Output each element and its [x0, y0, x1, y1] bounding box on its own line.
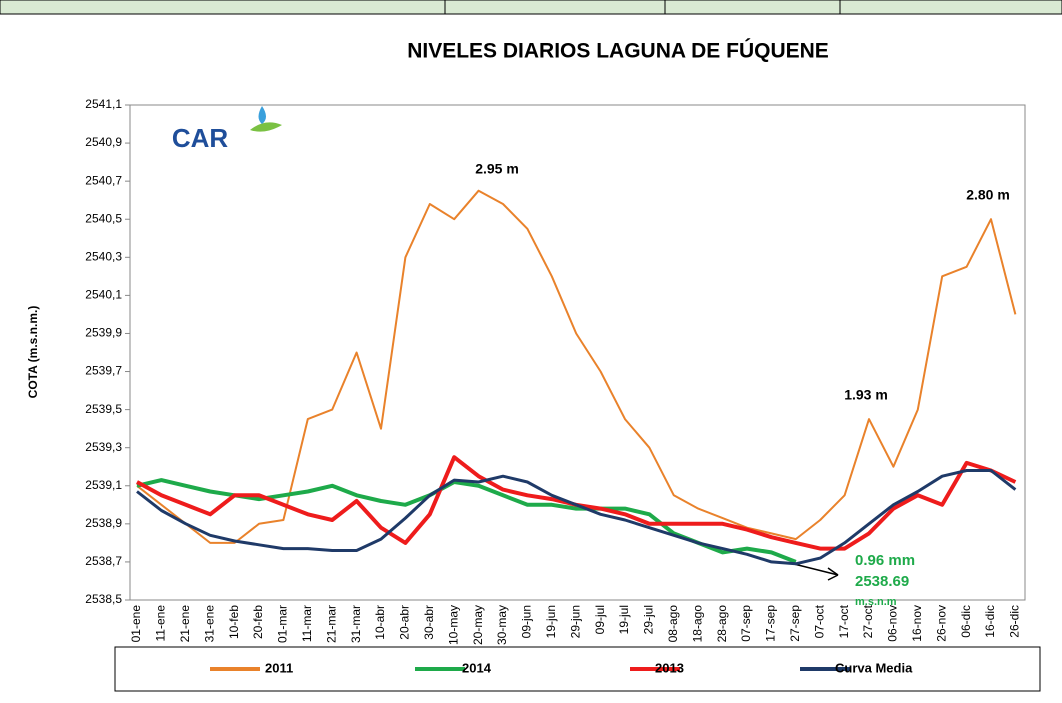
annotation: 1.93 m [844, 387, 888, 403]
x-tick-label: 31-mar [349, 605, 363, 643]
series-line [136, 189, 1017, 544]
x-tick-label: 27-oct [861, 604, 875, 638]
x-tick-label: 29-jun [568, 605, 582, 638]
y-tick-label: 2538,9 [85, 516, 122, 530]
series-line [136, 469, 1017, 566]
x-tick-label: 28-ago [715, 605, 729, 643]
x-tick-label: 20-abr [398, 605, 412, 640]
x-tick-label: 06-dic [959, 605, 973, 638]
chart-title: NIVELES DIARIOS LAGUNA DE FÚQUENE [407, 39, 829, 63]
annotation: 2.80 m [966, 187, 1010, 203]
x-tick-label: 26-nov [934, 605, 948, 642]
x-tick-label: 11-mar [300, 605, 314, 642]
x-tick-label: 16-dic [983, 605, 997, 638]
x-tick-label: 10-may [446, 605, 460, 645]
x-tick-label: 10-feb [227, 605, 241, 639]
annotation: 0.96 mm [855, 552, 915, 569]
legend-label: 2011 [265, 660, 293, 675]
series-line [136, 455, 1017, 551]
x-tick-label: 09-jun [520, 605, 534, 638]
x-tick-label: 11-ene [154, 605, 168, 642]
y-tick-label: 2540,3 [85, 249, 122, 263]
annotation: 2538.69 [855, 573, 909, 590]
x-tick-label: 27-sep [788, 605, 802, 642]
x-tick-label: 07-sep [739, 605, 753, 642]
y-tick-label: 2539,7 [85, 364, 122, 378]
logo: CAR [172, 123, 229, 153]
y-tick-label: 2540,1 [85, 288, 122, 302]
x-tick-label: 21-mar [324, 605, 338, 643]
x-tick-label: 20-may [471, 605, 485, 645]
x-tick-label: 30-may [495, 605, 509, 645]
x-tick-label: 01-mar [276, 605, 290, 643]
x-tick-label: 16-nov [910, 605, 924, 642]
plot-border [129, 104, 1026, 601]
x-tick-label: 18-ago [690, 605, 704, 643]
x-tick-label: 19-jul [617, 605, 631, 634]
y-tick-label: 2539,9 [85, 326, 122, 340]
x-tick-label: 07-oct [812, 604, 826, 638]
arrow [789, 562, 839, 576]
x-tick-label: 21-ene [178, 605, 192, 643]
x-tick-label: 08-ago [666, 605, 680, 643]
x-tick-label: 17-sep [764, 605, 778, 642]
y-tick-label: 2540,9 [85, 135, 122, 149]
y-tick-label: 2539,5 [85, 402, 122, 416]
legend-label: 2013 [655, 660, 684, 675]
legend-label: Curva Media [835, 660, 913, 675]
logo-leaf [250, 122, 282, 132]
y-tick-label: 2541,1 [85, 97, 122, 111]
x-tick-label: 06-nov [886, 605, 900, 642]
logo-drop [258, 106, 266, 124]
series-line [136, 478, 797, 564]
x-tick-label: 10-abr [373, 605, 387, 640]
y-tick-label: 2540,5 [85, 211, 122, 225]
x-tick-label: 30-abr [422, 605, 436, 640]
x-tick-label: 17-oct [837, 604, 851, 638]
y-tick-label: 2540,7 [85, 173, 122, 187]
x-tick-label: 31-ene [202, 605, 216, 643]
annotation: 2.95 m [475, 161, 519, 177]
annotation: m.s.n.m [855, 596, 897, 608]
x-tick-label: 09-jul [593, 605, 607, 634]
legend-label: 2014 [462, 660, 492, 675]
x-tick-label: 19-jun [544, 605, 558, 638]
y-tick-label: 2539,3 [85, 440, 122, 454]
y-tick-label: 2538,7 [85, 554, 122, 568]
top-table-strip [0, 0, 1062, 15]
x-tick-label: 29-jul [642, 605, 656, 634]
x-tick-label: 20-feb [251, 605, 265, 639]
y-axis-label: COTA (m.s.n.m.) [26, 306, 40, 399]
arrow-head [827, 567, 839, 581]
legend-box [114, 646, 1041, 692]
x-tick-label: 26-dic [1008, 605, 1022, 638]
x-tick-label: 01-ene [129, 605, 143, 643]
y-tick-label: 2539,1 [85, 478, 122, 492]
y-tick-label: 2538,5 [85, 592, 122, 606]
